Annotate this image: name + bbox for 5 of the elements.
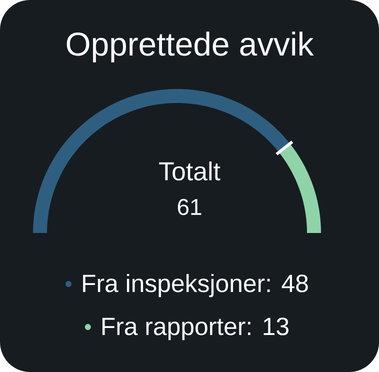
text: Totalt xyxy=(159,161,220,181)
legend-label: Fra rapporter: 13 xyxy=(102,318,288,340)
legend-label: Fra inspeksjoner: 48 xyxy=(83,274,308,298)
chart-title: Opprettede avvik xyxy=(66,32,314,62)
text: 61 xyxy=(178,198,202,216)
